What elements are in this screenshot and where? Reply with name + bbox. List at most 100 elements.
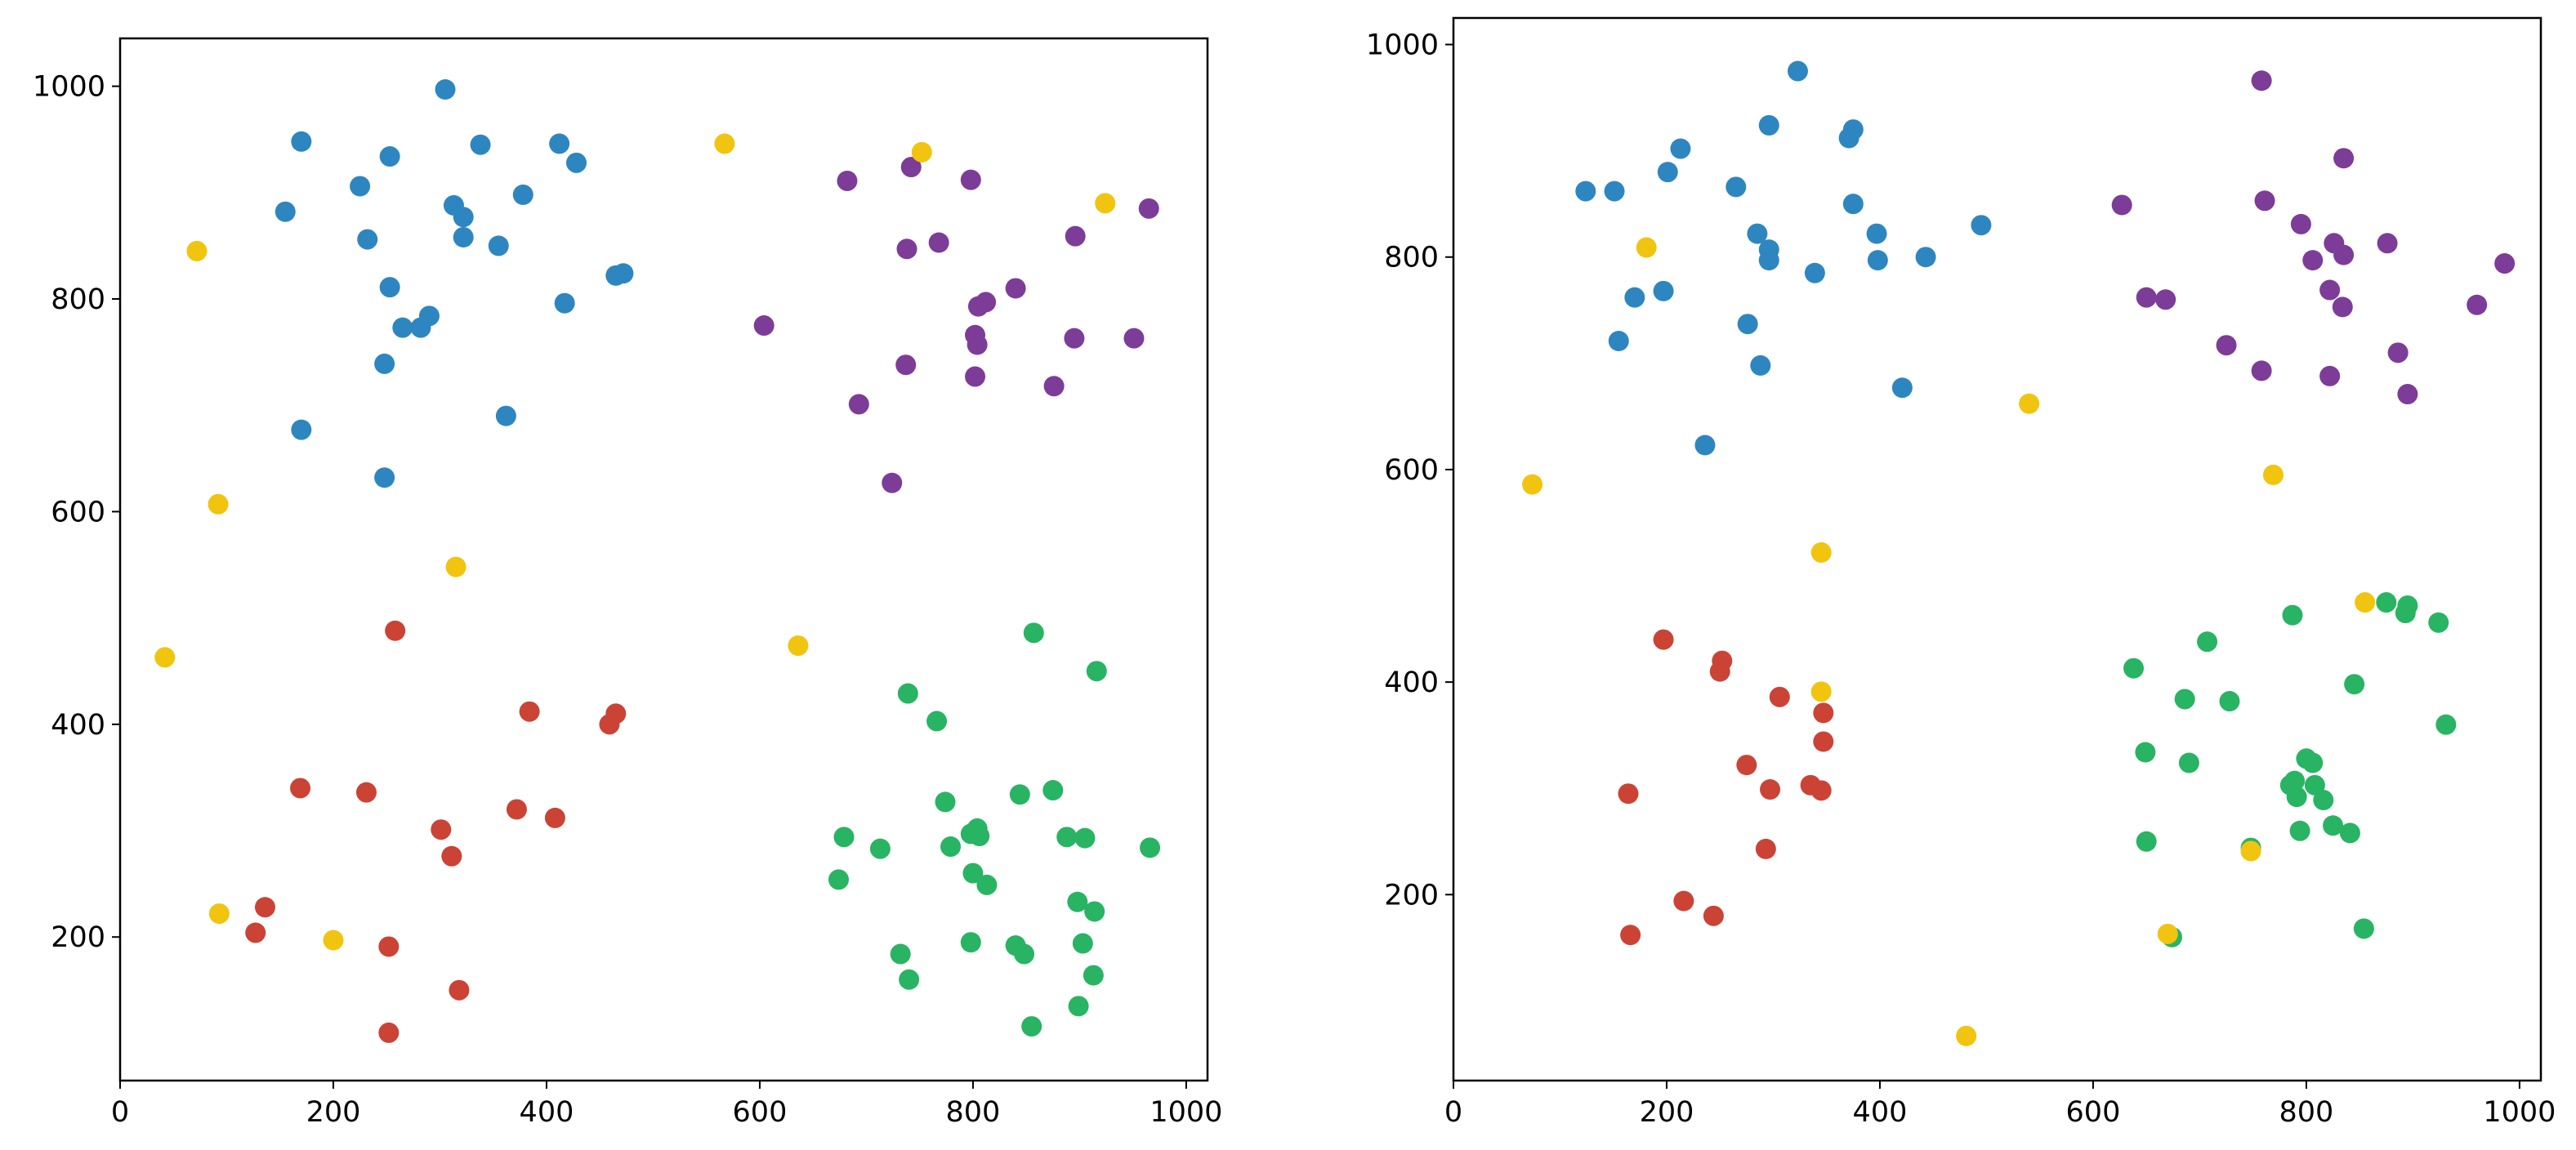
left-point-green — [935, 791, 956, 813]
left-point-red — [290, 778, 311, 799]
right-point-blue — [1915, 247, 1936, 268]
right-axes-frame — [1452, 16, 2543, 1082]
left-point-blue — [470, 134, 491, 155]
right-point-red — [1709, 661, 1730, 682]
right-point-green — [2289, 820, 2310, 841]
right-point-green — [2135, 742, 2156, 763]
left-axes-frame — [118, 37, 1209, 1082]
left-point-purple — [896, 238, 917, 260]
right-point-yellow — [1522, 474, 1543, 495]
right-point-purple — [2251, 70, 2272, 91]
right-point-blue — [1758, 250, 1779, 271]
right-x-tick-label: 400 — [1853, 1096, 1908, 1129]
right-scatter-panel: 0 200 400 600 800 1000 200 400 600 800 1000 — [1366, 16, 2556, 1129]
left-point-blue — [512, 184, 534, 205]
right-point-green — [2313, 790, 2334, 811]
left-x-tick-label: 800 — [946, 1096, 1001, 1129]
left-point-green — [960, 932, 981, 953]
left-point-blue — [275, 201, 296, 222]
right-x-tick-label: 800 — [2279, 1096, 2334, 1129]
right-point-purple — [2290, 213, 2311, 234]
left-y-tick-label: 200 — [51, 921, 105, 954]
right-x-tick-label: 1000 — [2483, 1096, 2556, 1129]
right-point-yellow — [2240, 840, 2261, 862]
right-point-purple — [2254, 190, 2275, 212]
left-point-blue — [379, 277, 400, 298]
right-point-red — [1810, 780, 1832, 801]
right-point-red — [1755, 838, 1776, 859]
left-point-green — [1056, 827, 1078, 848]
right-point-green — [2286, 787, 2307, 808]
left-point-blue — [374, 353, 395, 374]
right-point-purple — [2319, 279, 2341, 301]
right-point-blue — [1747, 223, 1768, 244]
right-point-blue — [1838, 127, 1859, 149]
left-point-red — [449, 979, 470, 1001]
right-point-green — [2353, 918, 2374, 939]
left-point-blue — [605, 265, 627, 286]
right-point-blue — [1694, 435, 1716, 456]
left-point-green — [890, 943, 911, 965]
left-point-purple — [960, 169, 981, 190]
right-point-purple — [2333, 244, 2355, 265]
right-point-blue — [1604, 181, 1625, 202]
right-point-purple — [2155, 289, 2176, 310]
left-point-red — [431, 819, 452, 840]
left-point-red — [506, 799, 527, 820]
right-y-tick-label: 800 — [1384, 242, 1439, 274]
right-point-yellow — [1810, 681, 1832, 702]
left-y-tick-label: 400 — [51, 709, 105, 742]
left-point-blue — [392, 317, 413, 338]
left-point-green — [1023, 622, 1044, 644]
right-point-green — [2219, 691, 2240, 712]
right-point-green — [2178, 752, 2199, 773]
left-point-blue — [291, 131, 312, 152]
right-point-purple — [2377, 233, 2398, 254]
right-point-blue — [1575, 181, 1596, 202]
left-point-green — [962, 862, 984, 884]
left-point-blue — [488, 235, 509, 256]
right-y-tick-label: 200 — [1384, 879, 1439, 912]
right-point-green — [2136, 831, 2157, 852]
right-point-yellow — [2157, 923, 2178, 944]
right-point-yellow — [2262, 464, 2284, 485]
left-point-green — [926, 711, 948, 732]
left-point-purple — [1138, 198, 1159, 219]
left-y-tick-label: 800 — [51, 283, 105, 316]
right-point-blue — [1758, 114, 1779, 136]
right-point-blue — [1726, 176, 1747, 198]
right-point-blue — [1971, 215, 1992, 236]
right-point-purple — [2251, 360, 2272, 381]
left-point-blue — [453, 226, 474, 247]
right-point-red — [1620, 925, 1641, 946]
right-point-purple — [2397, 384, 2418, 405]
left-point-purple — [967, 334, 988, 355]
left-point-yellow — [186, 240, 208, 261]
left-point-purple — [1064, 328, 1085, 349]
right-point-green — [2428, 612, 2449, 633]
left-point-green — [1009, 784, 1030, 805]
left-point-red — [519, 701, 540, 722]
right-point-blue — [1653, 280, 1674, 301]
right-point-blue — [1737, 314, 1758, 335]
left-point-green — [869, 838, 891, 859]
right-point-blue — [1670, 138, 1691, 159]
left-point-red — [254, 897, 275, 918]
left-point-blue — [565, 152, 587, 173]
left-point-blue — [495, 405, 516, 426]
left-point-yellow — [445, 556, 467, 577]
left-point-green — [1068, 996, 1089, 1017]
left-point-green — [1021, 1016, 1042, 1037]
left-point-purple — [882, 472, 903, 493]
right-point-red — [1736, 755, 1757, 776]
right-point-yellow — [2019, 393, 2040, 414]
right-point-blue — [1842, 194, 1864, 215]
right-point-purple — [2494, 253, 2516, 274]
right-point-green — [2344, 674, 2365, 695]
left-point-red — [378, 1022, 400, 1043]
right-point-blue — [1787, 60, 1808, 82]
left-scatter-panel: 0 200 400 600 800 1000 200 400 600 800 1000 — [33, 37, 1222, 1129]
right-point-purple — [2216, 335, 2237, 356]
right-point-yellow — [1810, 542, 1832, 563]
